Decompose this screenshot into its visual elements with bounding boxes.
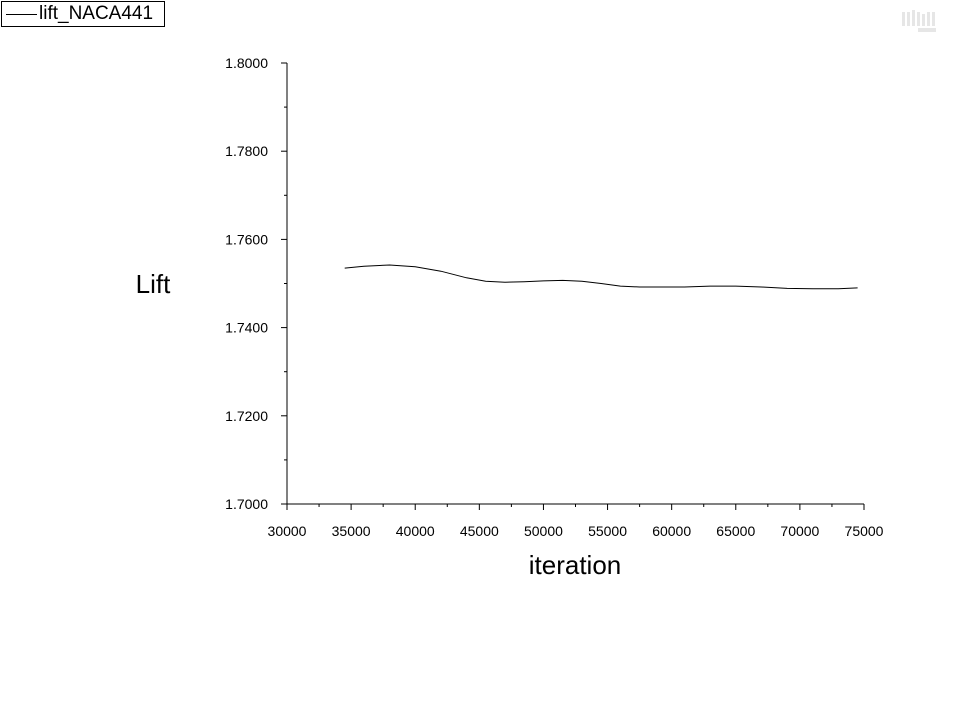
- series-group: [344, 264, 858, 290]
- ticks: 30000 35000 40000 45000 50000 55000 60000 65000…: [225, 55, 884, 539]
- y-axis-label: Lift: [136, 269, 171, 299]
- logo-watermark-icon: [902, 10, 936, 32]
- axes: [286, 63, 864, 505]
- y-tick-label: 1.8000: [225, 55, 268, 71]
- y-tick-label: 1.7000: [225, 496, 268, 512]
- y-tick-label: 1.7600: [225, 231, 268, 247]
- y-tick-label: 1.7400: [225, 320, 268, 336]
- series-line-lift_NACA441: [344, 264, 858, 290]
- x-tick-label: 70000: [780, 523, 819, 539]
- legend-label: lift_NACA441: [39, 3, 154, 24]
- x-tick-label: 35000: [332, 523, 371, 539]
- x-tick-label: 60000: [652, 523, 691, 539]
- x-tick-label: 55000: [588, 523, 627, 539]
- y-tick-label: 1.7200: [225, 408, 268, 424]
- legend-line-swatch: [6, 14, 37, 15]
- y-tick-label: 1.7800: [225, 143, 268, 159]
- legend: lift_NACA441: [1, 1, 165, 27]
- x-tick-label: 40000: [396, 523, 435, 539]
- x-axis-label: iteration: [529, 550, 622, 580]
- x-tick-label: 30000: [268, 523, 307, 539]
- x-tick-label: 75000: [845, 523, 884, 539]
- x-tick-label: 65000: [716, 523, 755, 539]
- x-tick-label: 50000: [524, 523, 563, 539]
- x-tick-label: 45000: [460, 523, 499, 539]
